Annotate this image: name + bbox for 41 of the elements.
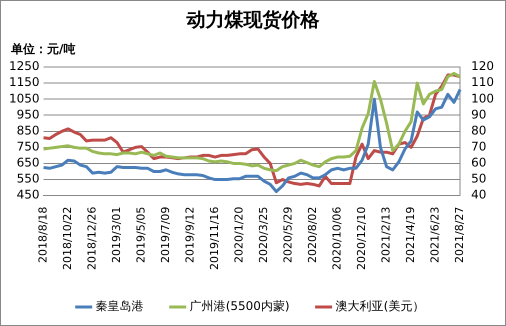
- x-tick-label: 2019/11/16: [208, 206, 221, 270]
- x-tick-label: 2019/5/05: [134, 206, 148, 264]
- y2-tick-label: 100: [471, 91, 494, 106]
- y2-tick-label: 90: [471, 107, 486, 122]
- y-tick-label: 1050: [8, 91, 40, 106]
- x-tick-label: 2020/10/06: [330, 206, 344, 270]
- y-tick-label: 1150: [8, 75, 40, 90]
- x-tick-label: 2020/8/02: [306, 206, 319, 264]
- y-axis-title: 单位：元/吨: [11, 41, 76, 58]
- y2-tick-label: 70: [471, 140, 486, 154]
- x-tick-label: 2020/3/25: [256, 206, 270, 264]
- x-tick-label: 2019/9/12: [183, 206, 196, 264]
- x-tick-label: 2021/8/27: [452, 206, 466, 264]
- x-tick-label: 2018/8/18: [36, 206, 50, 264]
- x-tick-label: 2021/4/19: [404, 206, 417, 264]
- y2-tick-label: 80: [471, 123, 486, 138]
- legend-label: 秦皇岛港: [96, 299, 144, 314]
- x-tick-label: 2021/6/23: [428, 206, 442, 264]
- x-tick-label: 2020/1/20: [232, 206, 246, 264]
- y2-tick-label: 110: [471, 75, 494, 90]
- x-tick-label: 2018/10/22: [60, 206, 74, 270]
- x-tick-label: 2019/7/09: [158, 206, 172, 264]
- y-tick-label: 550: [16, 172, 40, 186]
- x-tick-label: 2020/5/29: [281, 206, 294, 264]
- y-tick-label: 650: [16, 156, 40, 170]
- y-tick-label: 450: [16, 188, 40, 202]
- y-tick-label: 750: [16, 140, 40, 154]
- chart-title: 动力煤现货价格: [185, 9, 320, 33]
- x-tick-label: 2020/12/10: [354, 206, 368, 270]
- y2-tick-label: 50: [471, 172, 486, 186]
- y-tick-label: 1250: [8, 59, 40, 74]
- legend-label: 广州港(5500内蒙): [190, 299, 290, 314]
- y2-tick-label: 60: [471, 156, 486, 170]
- legend-label: 澳大利亚(美元）: [336, 299, 424, 314]
- y2-tick-label: 120: [471, 59, 494, 74]
- y-tick-label: 850: [16, 123, 40, 138]
- x-tick-label: 2019/3/01: [110, 206, 123, 264]
- x-tick-label: 2021/2/13: [379, 206, 392, 264]
- y2-tick-label: 40: [471, 188, 486, 202]
- x-tick-label: 2018/12/26: [85, 206, 98, 270]
- y-tick-label: 950: [16, 107, 40, 122]
